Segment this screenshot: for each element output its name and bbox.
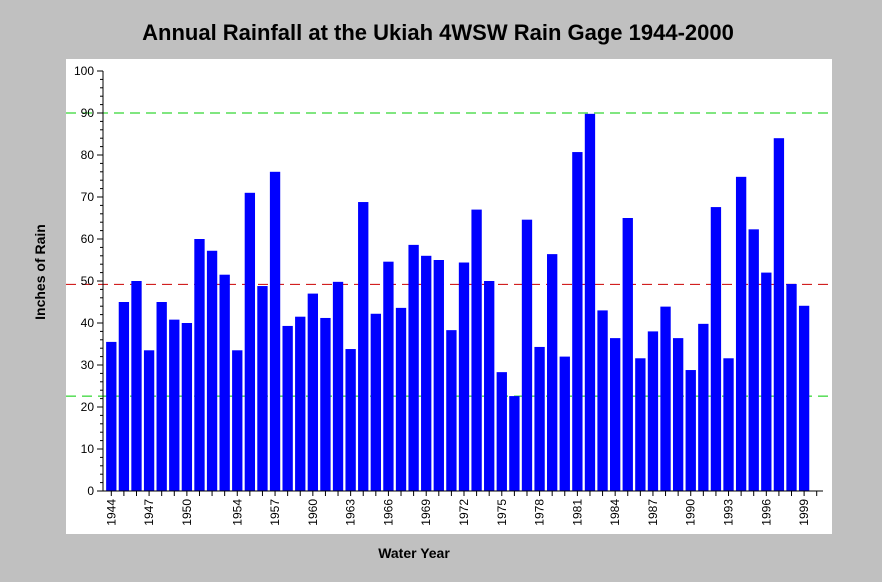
y-tick-label: 10 <box>81 442 95 456</box>
bar-1982 <box>584 113 596 491</box>
bar-1963 <box>345 349 356 491</box>
bar-1994 <box>735 176 747 491</box>
bar-1995 <box>748 229 759 491</box>
y-tick-label: 20 <box>81 400 95 414</box>
bar-1958 <box>282 325 293 491</box>
bar-1987 <box>647 331 659 491</box>
bar-1989 <box>672 338 684 491</box>
bar-1945 <box>118 302 130 491</box>
chart-title: Annual Rainfall at the Ukiah 4WSW Rain G… <box>142 20 734 45</box>
x-tick-label: 1960 <box>306 499 320 526</box>
bar-1966 <box>383 261 394 491</box>
bar-1949 <box>169 319 180 491</box>
bar-1984 <box>609 338 621 491</box>
x-tick-label: 1993 <box>722 499 736 526</box>
bar-1970 <box>433 260 444 491</box>
bar-1947 <box>143 350 155 491</box>
bar-1985 <box>622 218 633 491</box>
bar-1976 <box>509 396 520 491</box>
x-tick-label: 1950 <box>180 499 194 526</box>
y-tick-label: 0 <box>87 484 94 498</box>
bar-1999 <box>798 305 810 491</box>
bar-1978 <box>534 346 545 491</box>
y-axis: 0 10 20 30 40 50 60 70 80 90 100 <box>74 64 104 498</box>
x-tick-label: 1966 <box>381 499 395 526</box>
y-tick-label: 30 <box>81 358 95 372</box>
bar-1977 <box>521 219 533 491</box>
bar-1951 <box>194 239 205 491</box>
x-tick-label: 1963 <box>344 499 358 526</box>
y-tick-label: 100 <box>74 64 94 78</box>
bar-1952 <box>206 250 218 491</box>
x-tick-label: 1975 <box>495 499 509 526</box>
y-axis-label: Inches of Rain <box>32 224 48 320</box>
x-tick-label: 1969 <box>419 499 433 526</box>
y-tick-label: 60 <box>81 232 95 246</box>
x-tick-label: 1954 <box>230 499 244 526</box>
bar-1996 <box>761 272 772 491</box>
x-tick-label: 1978 <box>533 499 547 526</box>
y-tick-label: 90 <box>81 106 95 120</box>
bar-1973 <box>471 209 482 491</box>
y-tick-label: 40 <box>81 316 95 330</box>
bar-1972 <box>458 262 470 491</box>
x-axis-label: Water Year <box>378 545 450 561</box>
x-tick-label: 1990 <box>684 499 698 526</box>
x-tick-label: 1999 <box>797 499 811 526</box>
bars <box>106 113 810 492</box>
bar-1953 <box>219 274 230 491</box>
bar-1969 <box>421 255 432 491</box>
bar-1988 <box>660 306 671 491</box>
x-tick-label: 1957 <box>268 499 282 526</box>
bar-1971 <box>446 330 457 491</box>
bar-1993 <box>723 358 734 491</box>
bar-1967 <box>395 307 407 491</box>
y-tick-label: 70 <box>81 190 95 204</box>
bar-1956 <box>257 286 268 491</box>
y-tick-label: 80 <box>81 148 95 162</box>
bar-1997 <box>773 138 785 491</box>
bar-1946 <box>131 281 142 491</box>
bar-1964 <box>358 202 369 492</box>
bar-1965 <box>370 313 381 491</box>
bar-1950 <box>181 323 193 491</box>
bar-1991 <box>698 323 709 491</box>
x-tick-label: 1972 <box>457 499 471 526</box>
bar-1960 <box>307 293 319 491</box>
bar-1955 <box>244 192 256 492</box>
x-tick-label: 1996 <box>759 499 773 526</box>
x-tick-label: 1987 <box>646 499 660 526</box>
bar-1959 <box>295 316 306 491</box>
bar-1975 <box>496 372 507 491</box>
x-tick-label: 1947 <box>142 499 156 526</box>
bar-1981 <box>572 152 583 491</box>
bar-1998 <box>786 283 797 491</box>
bar-1962 <box>332 281 344 491</box>
bar-1968 <box>408 244 419 491</box>
bar-1983 <box>597 310 608 491</box>
bar-1954 <box>232 350 243 491</box>
bar-1944 <box>106 341 117 491</box>
bar-1961 <box>320 317 331 491</box>
bar-1986 <box>635 358 646 491</box>
x-tick-label: 1981 <box>570 499 584 526</box>
bar-1957 <box>269 171 281 492</box>
bar-1974 <box>484 281 495 491</box>
x-tick-label: 1984 <box>608 499 622 526</box>
x-tick-label: 1944 <box>104 499 118 526</box>
x-axis: 1944 1947 1950 1954 1957 1960 1963 1966 1969 1972… <box>103 490 823 526</box>
y-tick-label: 50 <box>81 274 95 288</box>
bar-1992 <box>710 207 722 491</box>
bar-1990 <box>685 370 696 491</box>
bar-1979 <box>547 254 558 491</box>
bar-1948 <box>156 302 167 491</box>
bar-1980 <box>559 356 570 491</box>
